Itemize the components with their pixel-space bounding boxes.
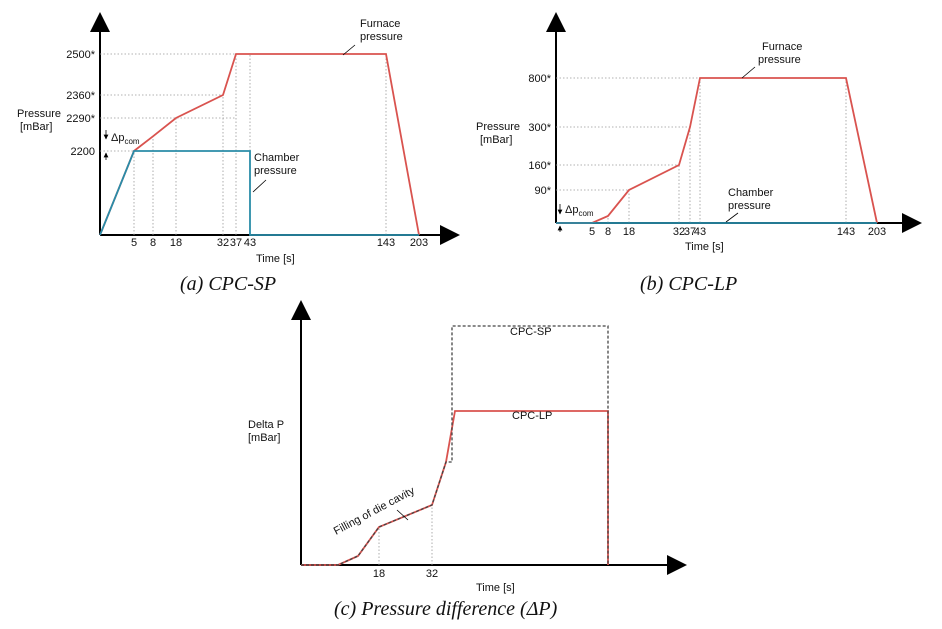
panel-b-chamber-label-2: pressure — [728, 200, 771, 212]
panel-c-x-tick-18: 18 — [373, 568, 385, 580]
panel-a-delta-label: Δpcom — [111, 132, 140, 146]
panel-b-y-tick-160: 160* — [528, 160, 551, 172]
panel-b-x-tick-8: 8 — [605, 226, 611, 238]
panel-a-x-tick-143: 143 — [377, 237, 395, 249]
panel-c-cpc-sp-line — [301, 325, 609, 566]
panel-a-furnace-pointer — [342, 44, 356, 56]
panel-b-chamber-label-1: Chamber — [728, 187, 774, 199]
panel-a-x-tick-32: 32 — [217, 237, 229, 249]
panel-b-xlabel: Time [s] — [685, 241, 724, 253]
panel-a-x-tick-8: 8 — [150, 237, 156, 249]
panel-a-ylabel-2: [mBar] — [20, 121, 52, 133]
panel-a-caption: (a) CPC-SP — [180, 273, 276, 295]
panel-a: 5 8 18 32 37 43 143 203 2200 2290* 2360* 2500* Pre… — [17, 12, 460, 295]
panel-a-x-tick-18: 18 — [170, 237, 182, 249]
panel-c-cpc-sp-label: CPC-SP — [510, 326, 552, 338]
panel-a-furnace-label-1: Furnace — [360, 18, 400, 30]
panel-a-furnace-line — [99, 53, 420, 236]
panel-a-xlabel: Time [s] — [256, 253, 295, 265]
panel-b-y-tick-300: 300* — [528, 122, 551, 134]
panel-a-x-tick-5: 5 — [131, 237, 137, 249]
panel-b-ylabel-1: Pressure — [476, 121, 520, 133]
panel-b-x-tick-143: 143 — [837, 226, 855, 238]
panel-a-x-ticks: 5 8 18 32 37 43 143 203 — [131, 237, 428, 249]
panel-a-y-tick-2360: 2360* — [66, 90, 95, 102]
panel-a-x-tick-37: 37 — [230, 237, 242, 249]
panel-a-y-tick-2500: 2500* — [66, 49, 95, 61]
panel-c-guides — [378, 505, 433, 565]
panel-a-y-tick-2200: 2200 — [71, 146, 95, 158]
panel-a-furnace-label-2: pressure — [360, 31, 403, 43]
panel-b-chamber-pointer — [725, 212, 739, 223]
panel-b-x-tick-5: 5 — [589, 226, 595, 238]
panel-c-cpc-lp-line — [301, 410, 609, 566]
panel-b-x-tick-18: 18 — [623, 226, 635, 238]
panel-b-caption: (b) CPC-LP — [640, 273, 737, 295]
panel-c: 18 32 Delta P [mBar] Time [s] CPC-SP CPC-… — [248, 300, 687, 620]
panel-b-guides — [556, 77, 847, 223]
panel-b-furnace-pointer — [741, 66, 756, 79]
panel-b-x-tick-37: 37 — [684, 226, 696, 238]
panel-c-ylabel-1: Delta P — [248, 419, 284, 431]
panel-a-y-tick-2290: 2290* — [66, 113, 95, 125]
panel-b-x-tick-203: 203 — [868, 226, 886, 238]
panel-c-cpc-lp-label: CPC-LP — [512, 410, 552, 422]
panel-a-chamber-pointer — [252, 179, 267, 193]
panel-a-y-ticks: 2200 2290* 2360* 2500* — [66, 49, 95, 158]
panel-b-x-tick-32: 32 — [673, 226, 685, 238]
panel-b-x-tick-43: 43 — [694, 226, 706, 238]
panel-b-y-ticks: 90* 160* 300* 800* — [528, 73, 551, 197]
panel-c-x-ticks: 18 32 — [373, 568, 438, 580]
panel-a-chamber-line — [99, 150, 419, 236]
panel-c-annotation-pointer — [396, 509, 409, 521]
panel-b-y-tick-800: 800* — [528, 73, 551, 85]
panel-a-chamber-label-1: Chamber — [254, 152, 300, 164]
panel-c-xlabel: Time [s] — [476, 582, 515, 594]
panel-c-caption: (c) Pressure difference (ΔP) — [334, 598, 558, 620]
panel-a-x-tick-43: 43 — [244, 237, 256, 249]
panel-b-y-tick-90: 90* — [534, 185, 551, 197]
panel-c-annotation: Filling of die cavity — [332, 485, 417, 538]
panel-b-furnace-label-2: pressure — [758, 54, 801, 66]
panel-a-chamber-label-2: pressure — [254, 165, 297, 177]
panel-b-furnace-label-1: Furnace — [762, 41, 802, 53]
panel-b-furnace-line — [556, 77, 878, 224]
panel-b-delta-label: Δpcom — [565, 204, 594, 218]
panel-a-ylabel-1: Pressure — [17, 108, 61, 120]
panel-a-x-tick-203: 203 — [410, 237, 428, 249]
panel-b-ylabel-2: [mBar] — [480, 134, 512, 146]
panel-c-x-tick-32: 32 — [426, 568, 438, 580]
panel-c-ylabel-2: [mBar] — [248, 432, 280, 444]
